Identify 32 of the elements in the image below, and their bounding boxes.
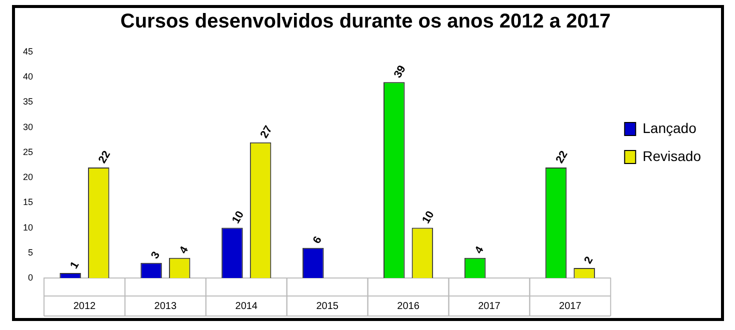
x-tick-label: 2016	[397, 300, 420, 312]
y-tick-label: 35	[22, 96, 34, 107]
x-tick-label: 2013	[154, 300, 177, 312]
legend-label: Lançado	[642, 120, 697, 136]
data-label: 27	[258, 124, 275, 140]
x-tick-label: 2012	[73, 300, 96, 312]
legend-label: Revisado	[642, 148, 702, 164]
y-tick-label: 0	[28, 272, 34, 282]
data-label: 10	[230, 209, 247, 226]
data-label: 39	[392, 64, 408, 80]
y-tick-label: 15	[22, 197, 34, 208]
x-tick-label: 2014	[235, 300, 258, 312]
y-tick-label: 20	[22, 172, 34, 182]
data-label: 22	[96, 148, 113, 166]
data-label: 3	[149, 250, 163, 261]
y-tick-label: 25	[22, 146, 34, 157]
data-label: 4	[472, 244, 487, 256]
x-tick-label: 2017	[478, 300, 501, 312]
y-tick-label: 40	[22, 72, 34, 82]
chart-title: Cursos desenvolvidos durante os anos 2012 a 2017	[120, 10, 611, 33]
data-label: 2	[582, 254, 596, 266]
y-tick-label: 5	[28, 247, 34, 258]
data-label: 4	[177, 244, 192, 256]
data-label: 22	[554, 148, 570, 166]
data-label: 10	[420, 209, 437, 226]
x-tick-label: 2017	[559, 300, 582, 312]
y-tick-label: 10	[22, 222, 34, 232]
data-label: 1	[68, 260, 82, 271]
x-tick-label: 2015	[316, 300, 339, 312]
data-label: 6	[310, 234, 324, 246]
y-tick-label: 30	[22, 122, 34, 132]
y-tick-label: 45	[22, 46, 34, 56]
